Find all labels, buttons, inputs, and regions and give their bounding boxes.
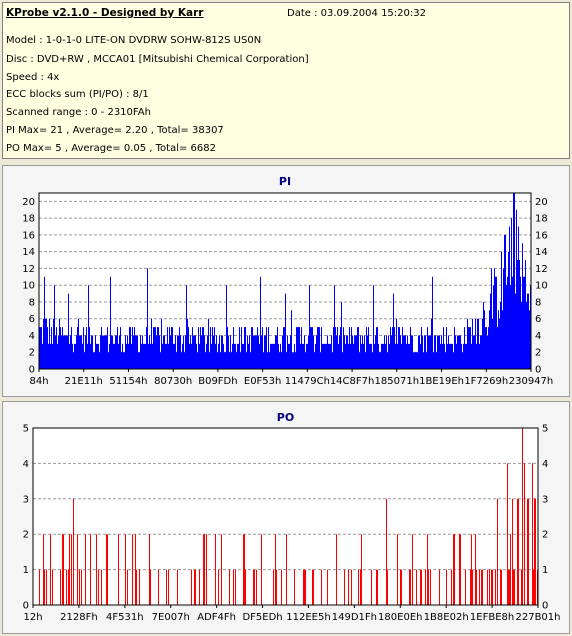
po-chart-panel: PO 0 0 1 1 2 2 3 3 4 4 5 5 12h 2128Fh 4F531h 7E007h ADF4F… [2,401,570,634]
po-ytick-left: 1 [23,565,29,576]
po-xtick-label: 112EE5h [286,612,330,623]
pi-ytick-left: 6 [29,314,35,325]
po-ytick-right: 4 [542,459,548,470]
speed-line: Speed : 4x [6,72,60,83]
po-chart-title: PO [277,411,294,424]
ecc-line: ECC blocks sum (PI/PO) : 8/1 [6,89,149,100]
po-plot-border [32,427,539,606]
pi-ytick-right: 4 [535,331,541,342]
po-ytick-left: 4 [23,459,29,470]
po-xtick-label: 2128Fh [60,612,98,623]
pi-plot-border [38,192,532,370]
pi-ytick-right: 18 [535,214,548,225]
po-xtick-label: 7E007h [152,612,190,623]
model-line: Model : 1-0-1-0 LITE-ON DVDRW SOHW-812S … [6,35,262,46]
po-ytick-left: 2 [23,530,29,541]
po-chart: PO 0 0 1 1 2 2 3 3 4 4 5 5 12h 2128Fh 4F531h 7E007h ADF4F… [23,411,561,623]
po-xtick-label: 1B8E02h [424,612,469,623]
po-plot-area [33,428,538,605]
po-ytick-right: 0 [542,601,548,612]
po-xtick-label: 4F531h [106,612,144,623]
pi-xtick-label: 51154h [109,376,147,387]
po-xtick-label: 180E0Eh [378,612,422,623]
pi-xtick-label: 11479Ch [285,376,330,387]
po-ytick-right: 2 [542,530,548,541]
po-ytick-right: 1 [542,565,548,576]
pi-chart-title: PI [279,175,291,188]
pi-xtick-label: 21E11h [65,376,103,387]
pi-chart: PI 0 0 2 2 4 4 6 6 8 8 10 10 12 12 14 14 16 16 18 18 20 20 84h 2… [22,175,554,387]
po-xtick-label: 12h [23,612,42,623]
pi-ytick-left: 18 [22,214,35,225]
po-xtick-label: 149D1Fh [332,612,377,623]
po-xtick-label: ADF4Fh [197,612,236,623]
pi-ytick-left: 16 [22,230,35,241]
po-ytick-left: 0 [23,601,29,612]
po-ytick-left: 5 [23,424,29,435]
scan-date: Date : 03.09.2004 15:20:32 [287,8,426,19]
po-xtick-label: 1EFBE8h [470,612,514,623]
po-series-bars [39,428,538,605]
pi-xtick-label: B09FDh [198,376,237,387]
pi-xtick-label: 230947h [509,376,554,387]
pi-xtick-label: E0F53h [244,376,282,387]
po-ytick-right: 5 [542,424,548,435]
pi-ytick-right: 6 [535,314,541,325]
app-title: KProbe v2.1.0 - Designed by Karr [6,7,204,19]
po-xtick-label: DF5EDh [242,612,282,623]
pi-ytick-right: 16 [535,230,548,241]
pi-ytick-left: 12 [22,264,35,275]
pi-ytick-left: 10 [22,281,35,292]
pi-summary-line: PI Max= 21 , Average= 2.20 , Total= 3830… [6,125,224,136]
pi-xtick-label: 1F7269h [464,376,508,387]
pi-ytick-left: 4 [29,331,35,342]
pi-ytick-left: 20 [22,197,35,208]
pi-ytick-left: 2 [29,348,35,359]
po-xtick-label: 227B01h [515,612,560,623]
pi-ytick-right: 8 [535,297,541,308]
pi-ytick-right: 20 [535,197,548,208]
pi-ytick-right: 10 [535,281,548,292]
disc-line: Disc : DVD+RW , MCCA01 [Mitsubishi Chemi… [6,54,309,65]
pi-chart-panel: PI 0 0 2 2 4 4 6 6 8 8 10 10 12 12 14 14 16 16 18 18 20 20 84h 2… [2,165,570,397]
pi-xtick-label: 84h [29,376,48,387]
pi-ytick-right: 0 [535,365,541,376]
pi-ytick-right: 14 [535,247,548,258]
pi-ytick-left: 8 [29,297,35,308]
pi-xtick-label: 80730h [154,376,192,387]
pi-ytick-right: 12 [535,264,548,275]
pi-ytick-right: 2 [535,348,541,359]
pi-ytick-left: 14 [22,247,35,258]
info-panel: KProbe v2.1.0 - Designed by Karr Date : … [2,2,570,159]
pi-ytick-left: 0 [29,365,35,376]
pi-xtick-label: 14C8F7h [330,376,375,387]
pi-xtick-label: 185071h [375,376,420,387]
range-line: Scanned range : 0 - 2310FAh [6,107,151,118]
po-ytick-right: 3 [542,494,548,505]
po-ytick-left: 3 [23,494,29,505]
pi-xtick-label: 1BE19Eh [419,376,464,387]
po-summary-line: PO Max= 5 , Average= 0.05 , Total= 6682 [6,143,216,154]
